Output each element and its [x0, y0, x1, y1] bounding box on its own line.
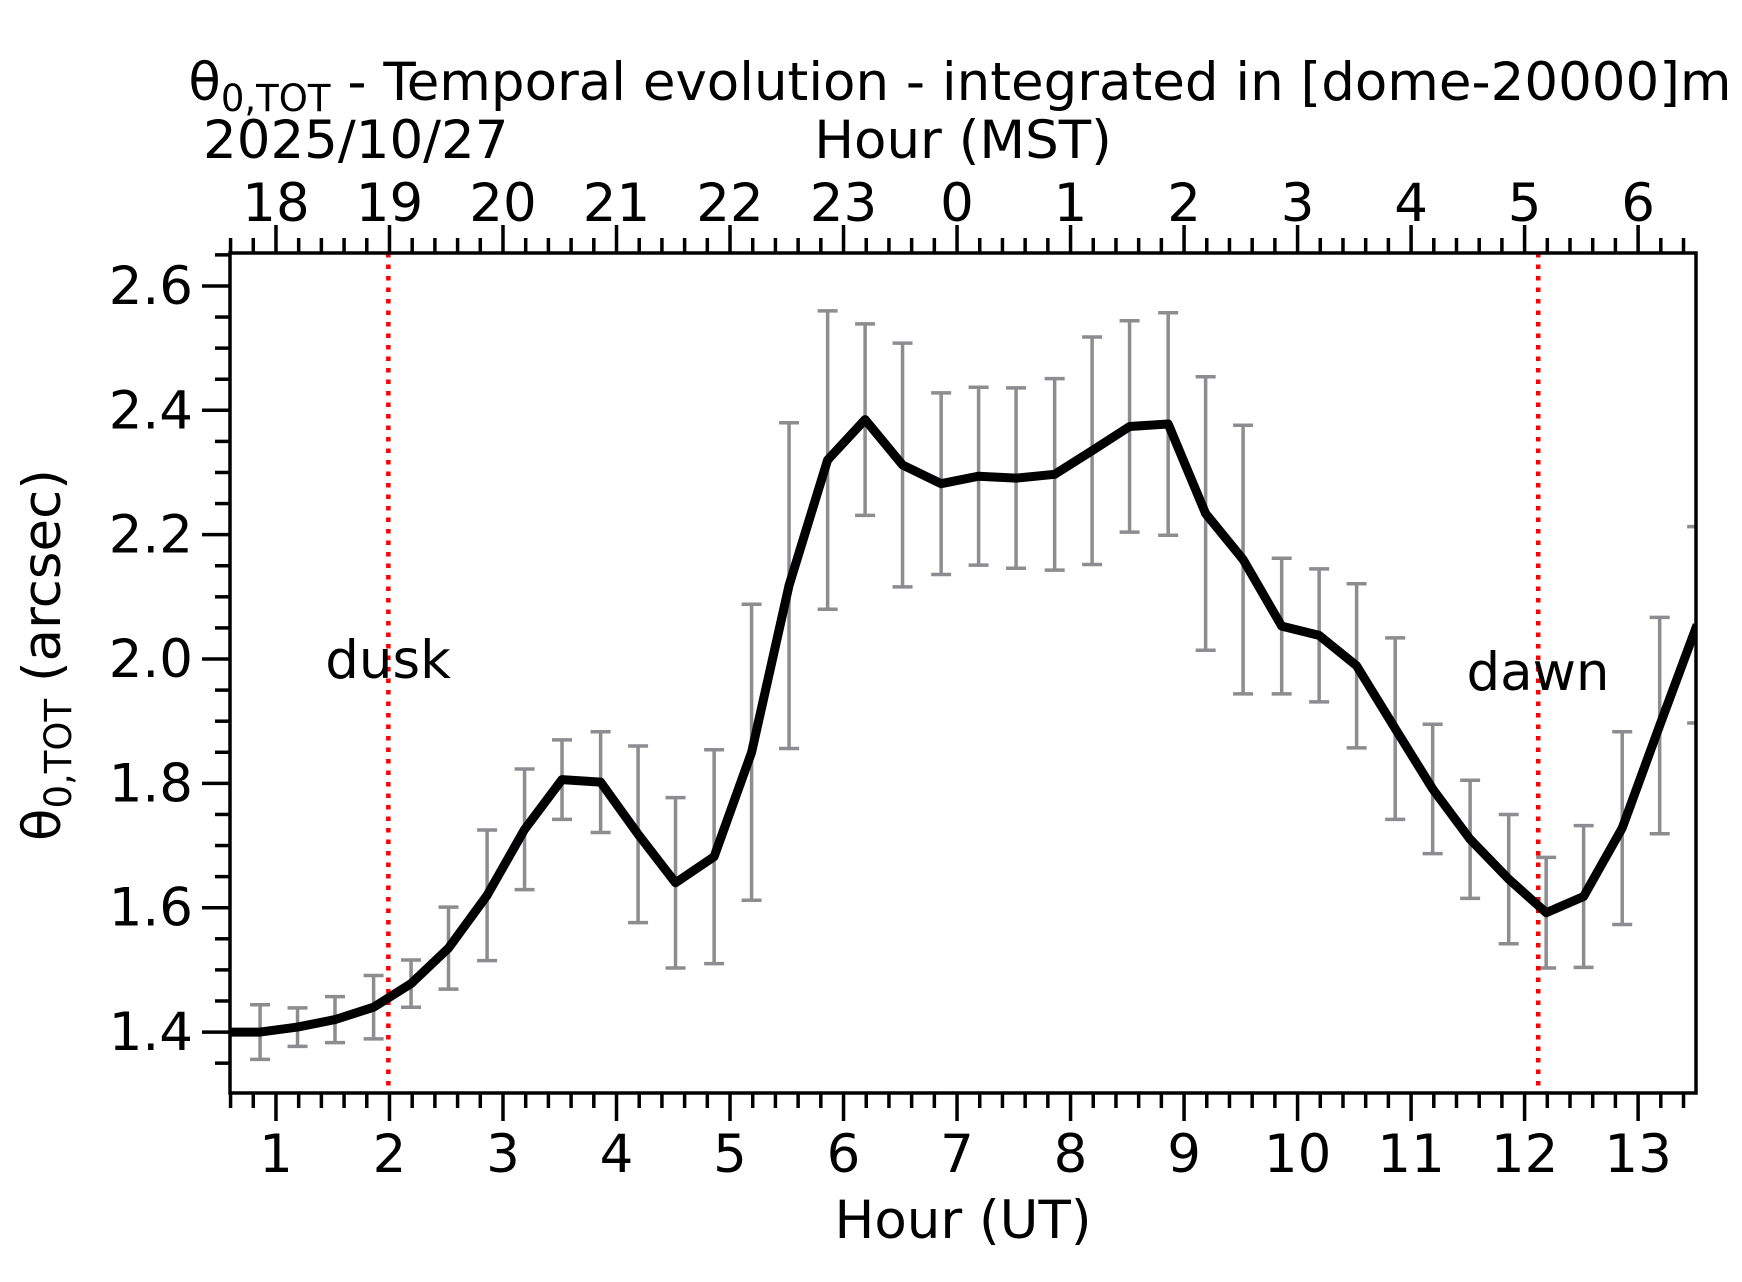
data-line	[230, 415, 1696, 1037]
x-tick-label-top: 1	[1054, 173, 1088, 234]
y-tick-label: 1.6	[109, 878, 193, 939]
ylabel-theta: θ	[12, 809, 73, 841]
x-tick-label-top: 19	[356, 173, 423, 234]
ylabel-rest: (arcsec)	[12, 469, 73, 699]
dusk-annotation: dusk	[325, 630, 451, 691]
y-tick-label: 1.8	[109, 753, 193, 814]
x-tick-label-bottom: 5	[713, 1124, 747, 1185]
x-tick-label-top: 20	[469, 173, 536, 234]
title-subscript: 0,TOT	[221, 77, 331, 120]
x-tick-label-bottom: 9	[1167, 1124, 1201, 1185]
plot-border	[228, 251, 1698, 1095]
x-tick-label-bottom: 2	[373, 1124, 407, 1185]
chart-title: θ0,TOT - Temporal evolution - integrated…	[188, 52, 1731, 120]
x-tick-label-top: 23	[810, 173, 877, 234]
x-tick-label-bottom: 12	[1491, 1124, 1558, 1185]
y-tick-label: 2.4	[109, 380, 193, 441]
date-label: 2025/10/27	[203, 110, 508, 171]
title-rest: - Temporal evolution - integrated in [do…	[331, 52, 1732, 113]
x-tick-label-bottom: 3	[486, 1124, 520, 1185]
x-tick-label-top: 21	[583, 173, 650, 234]
title-theta: θ	[188, 52, 220, 113]
x-tick-label-top: 3	[1281, 173, 1315, 234]
dawn-annotation: dawn	[1466, 642, 1609, 703]
x-tick-label-top: 4	[1394, 173, 1428, 234]
x-tick-label-top: 18	[242, 173, 309, 234]
x-tick-label-top: 0	[940, 173, 974, 234]
top-axis-label: Hour (MST)	[814, 110, 1112, 171]
x-tick-label-bottom: 10	[1264, 1124, 1331, 1185]
y-tick-label: 2.0	[109, 629, 193, 690]
y-tick-label: 1.4	[109, 1002, 193, 1063]
y-axis-label: θ0,TOT (arcsec)	[12, 469, 80, 841]
x-tick-label-bottom: 13	[1604, 1124, 1671, 1185]
spines	[228, 251, 1698, 1095]
x-tick-label-bottom: 1	[259, 1124, 293, 1185]
x-tick-label-top: 5	[1508, 173, 1542, 234]
x-tick-label-bottom: 8	[1054, 1124, 1088, 1185]
error-bar	[1687, 524, 1696, 725]
x-tick-label-bottom: 7	[940, 1124, 974, 1185]
x-tick-label-bottom: 6	[827, 1124, 861, 1185]
ticks	[202, 225, 1686, 1121]
x-tick-label-top: 6	[1621, 173, 1655, 234]
axes: 1182193204215226237081921031141251361.41…	[109, 173, 1698, 1185]
y-tick-label: 2.2	[109, 505, 193, 566]
y-tick-label: 2.6	[109, 256, 193, 317]
x-tick-label-top: 2	[1167, 173, 1201, 234]
plot-content	[230, 253, 1696, 1093]
ylabel-subscript: 0,TOT	[37, 698, 80, 808]
clipped-plot-area	[230, 253, 1696, 1093]
bottom-axis-label: Hour (UT)	[834, 1190, 1091, 1251]
x-tick-label-top: 22	[696, 173, 763, 234]
x-tick-label-bottom: 4	[600, 1124, 634, 1185]
x-tick-label-bottom: 11	[1377, 1124, 1444, 1185]
